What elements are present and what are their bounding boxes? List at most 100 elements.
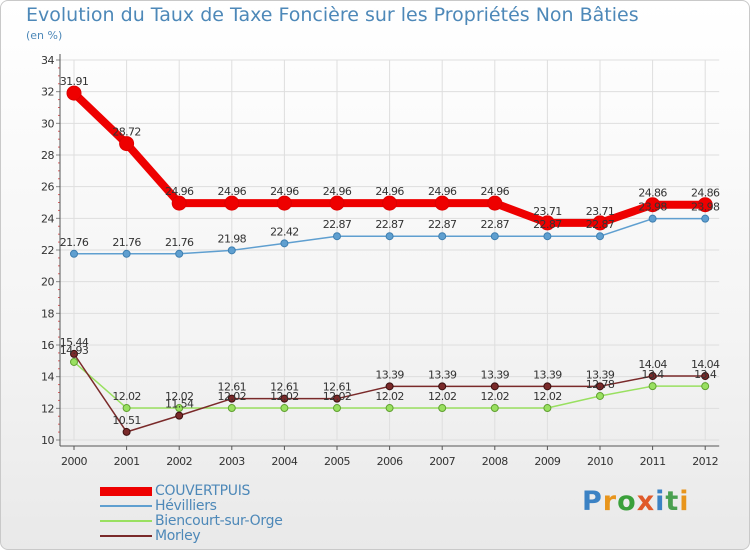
data-label: 24.86	[691, 187, 720, 200]
data-point	[543, 382, 552, 391]
data-label: 21.76	[112, 236, 141, 249]
chart-subtitle: (en %)	[26, 29, 63, 42]
data-label: 12.61	[270, 381, 299, 394]
logo-letter: o	[617, 486, 637, 517]
data-point	[543, 404, 552, 413]
data-point	[543, 232, 552, 241]
data-label: 28.72	[112, 126, 141, 139]
data-point	[175, 404, 184, 413]
data-label: 22.87	[533, 218, 562, 231]
y-tick-label: 28	[41, 149, 54, 162]
legend-swatch-couvertpuis	[100, 487, 152, 496]
data-label: 22.42	[270, 225, 299, 238]
data-label: 21.98	[218, 232, 247, 245]
data-label: 10.51	[112, 414, 141, 427]
data-point	[280, 239, 289, 248]
data-label: 13.39	[428, 368, 457, 381]
logo-letter: i	[655, 486, 666, 517]
data-point	[329, 195, 345, 211]
data-point	[171, 195, 187, 211]
x-tick-label: 2010	[587, 455, 613, 468]
x-tick-label: 2007	[429, 455, 455, 468]
data-label: 24.96	[323, 185, 352, 198]
data-point	[490, 404, 499, 413]
data-label: 24.96	[165, 185, 194, 198]
data-label: 23.98	[691, 201, 720, 214]
data-label: 24.86	[638, 187, 667, 200]
data-label: 23.71	[586, 205, 615, 218]
chart-title: Evolution du Taux de Taxe Foncière sur l…	[26, 4, 639, 26]
data-point	[539, 215, 555, 231]
data-label: 14.04	[638, 358, 667, 371]
data-label: 12.02	[375, 390, 404, 403]
x-tick-label: 2002	[166, 455, 192, 468]
data-point	[175, 411, 184, 420]
data-point	[438, 232, 447, 241]
x-tick-label: 2000	[61, 455, 87, 468]
proxiti-logo: Proxiti	[582, 486, 690, 517]
data-label: 11.54	[165, 398, 194, 411]
x-tick-label: 2012	[692, 455, 718, 468]
x-tick-label: 2008	[482, 455, 508, 468]
y-tick-label: 30	[41, 117, 54, 130]
data-point	[385, 382, 394, 391]
y-tick-label: 24	[41, 212, 54, 225]
data-point	[333, 404, 341, 413]
data-point	[487, 195, 503, 211]
data-label: 12.02	[533, 390, 562, 403]
data-label: 24.96	[428, 185, 457, 198]
x-tick-label: 2011	[640, 455, 666, 468]
legend-label-morley: Morley	[155, 528, 201, 544]
data-point	[697, 197, 713, 213]
data-point	[333, 232, 341, 241]
y-tick-label: 20	[41, 276, 54, 289]
data-point	[438, 382, 447, 391]
data-point	[122, 427, 131, 436]
x-tick-label: 2004	[271, 455, 297, 468]
data-point	[280, 394, 289, 403]
y-tick-label: 12	[41, 402, 54, 415]
data-label: 23.71	[533, 205, 562, 218]
data-label: 12.78	[586, 378, 615, 391]
data-label: 12.02	[165, 390, 194, 403]
data-point	[490, 232, 499, 241]
y-tick-label: 16	[41, 339, 54, 352]
data-label: 12.02	[112, 390, 141, 403]
data-label: 12.02	[270, 390, 299, 403]
data-point	[596, 232, 604, 241]
data-label: 13.39	[481, 368, 510, 381]
legend-swatch-biencourt	[100, 520, 152, 522]
data-point	[648, 214, 657, 223]
data-label: 22.87	[586, 218, 615, 231]
data-label: 12.02	[323, 390, 352, 403]
x-tick-label: 2001	[114, 455, 140, 468]
data-label: 24.96	[270, 185, 299, 198]
data-point	[596, 382, 604, 391]
data-label: 13.39	[586, 368, 615, 381]
legend-label-hevilliers: Hévilliers	[155, 498, 217, 514]
data-label: 22.87	[481, 218, 510, 231]
data-point	[438, 404, 447, 413]
x-tick-label: 2003	[219, 455, 245, 468]
legend-swatch-hevilliers	[100, 505, 152, 507]
data-label: 22.87	[323, 218, 352, 231]
y-tick-label: 34	[41, 54, 54, 67]
data-point	[333, 394, 341, 403]
data-point	[276, 195, 292, 211]
data-point	[592, 215, 608, 231]
data-label: 12.02	[428, 390, 457, 403]
data-label: 22.87	[428, 218, 457, 231]
data-point	[434, 195, 450, 211]
legend-swatch-morley	[100, 535, 152, 537]
data-point	[224, 195, 240, 211]
data-point	[70, 249, 78, 258]
data-point	[382, 195, 398, 211]
y-tick-label: 14	[41, 371, 54, 384]
data-label: 31.91	[60, 75, 89, 88]
data-label: 21.76	[60, 236, 89, 249]
data-label: 21.76	[165, 236, 194, 249]
data-point	[648, 372, 657, 381]
logo-letter: r	[602, 486, 618, 517]
data-point	[122, 249, 131, 258]
data-point	[119, 136, 135, 152]
